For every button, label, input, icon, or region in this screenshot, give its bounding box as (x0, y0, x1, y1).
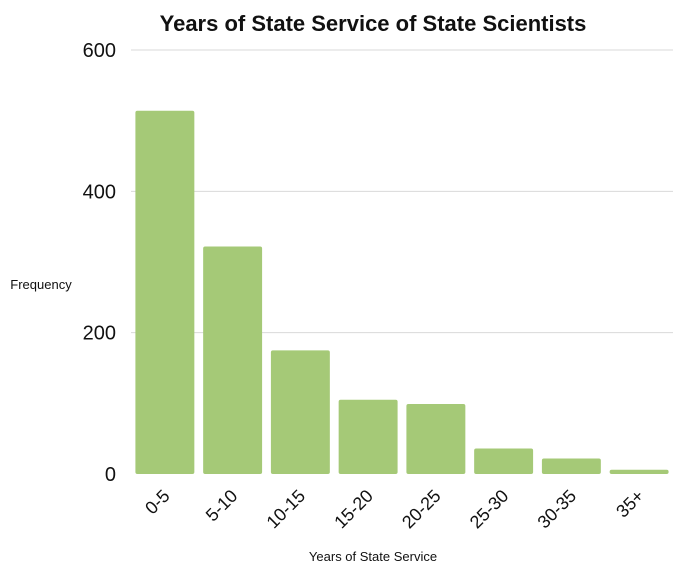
x-axis-ticks: 0-5 5-10 10-15 15-20 20-25 25-30 30-35 35+ (141, 486, 648, 533)
bar-30-35 (541, 458, 601, 474)
y-axis-label: Frequency (10, 277, 72, 292)
bar-15-20 (338, 399, 398, 474)
bar-35+ (609, 469, 669, 474)
bars (135, 110, 669, 475)
x-tick-label: 0-5 (141, 486, 174, 519)
x-tick-label: 30-35 (534, 486, 581, 533)
bar-10-15 (270, 350, 330, 474)
chart-title: Years of State Service of State Scientis… (160, 11, 587, 36)
x-tick-label: 25-30 (466, 486, 513, 533)
y-tick-label: 200 (83, 323, 116, 345)
y-tick-label: 0 (105, 464, 116, 486)
x-tick-label: 10-15 (263, 486, 310, 533)
bar-20-25 (406, 404, 466, 474)
bar-5-10 (203, 246, 263, 474)
x-tick-label: 35+ (612, 486, 648, 522)
y-tick-label: 400 (83, 181, 116, 203)
bar-0-5 (135, 110, 195, 475)
y-axis-ticks: 0 200 400 600 (83, 40, 116, 486)
bar-25-30 (474, 448, 534, 474)
y-tick-label: 600 (83, 40, 116, 62)
x-axis-label: Years of State Service (309, 549, 437, 564)
x-tick-label: 15-20 (330, 486, 377, 533)
x-tick-label: 20-25 (398, 486, 445, 533)
x-tick-label: 5-10 (202, 486, 242, 526)
